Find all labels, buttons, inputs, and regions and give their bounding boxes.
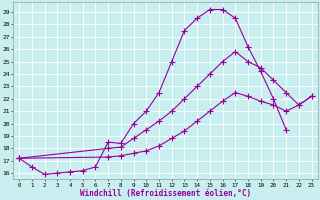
X-axis label: Windchill (Refroidissement éolien,°C): Windchill (Refroidissement éolien,°C) — [80, 189, 251, 198]
